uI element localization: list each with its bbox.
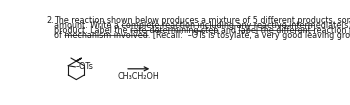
- Text: product. Label the rate-determining step and label the different reaction pathwa: product. Label the rate-determining step…: [54, 26, 350, 35]
- Text: amount. Write a complete reaction including any reactive intermediate(s) and dra: amount. Write a complete reaction includ…: [54, 21, 350, 30]
- Text: 2.: 2.: [47, 16, 54, 25]
- Polygon shape: [76, 58, 82, 61]
- Text: of mechanism involved. [Recall:  –OTs is tosylate, a very good leaving group]: of mechanism involved. [Recall: –OTs is …: [54, 31, 350, 40]
- Text: –OTs: –OTs: [76, 62, 93, 71]
- Text: CH₃CH₂OH: CH₃CH₂OH: [118, 72, 160, 81]
- Text: The reaction shown below produces a mixture of 5 different products, some in fai: The reaction shown below produces a mixt…: [54, 16, 350, 25]
